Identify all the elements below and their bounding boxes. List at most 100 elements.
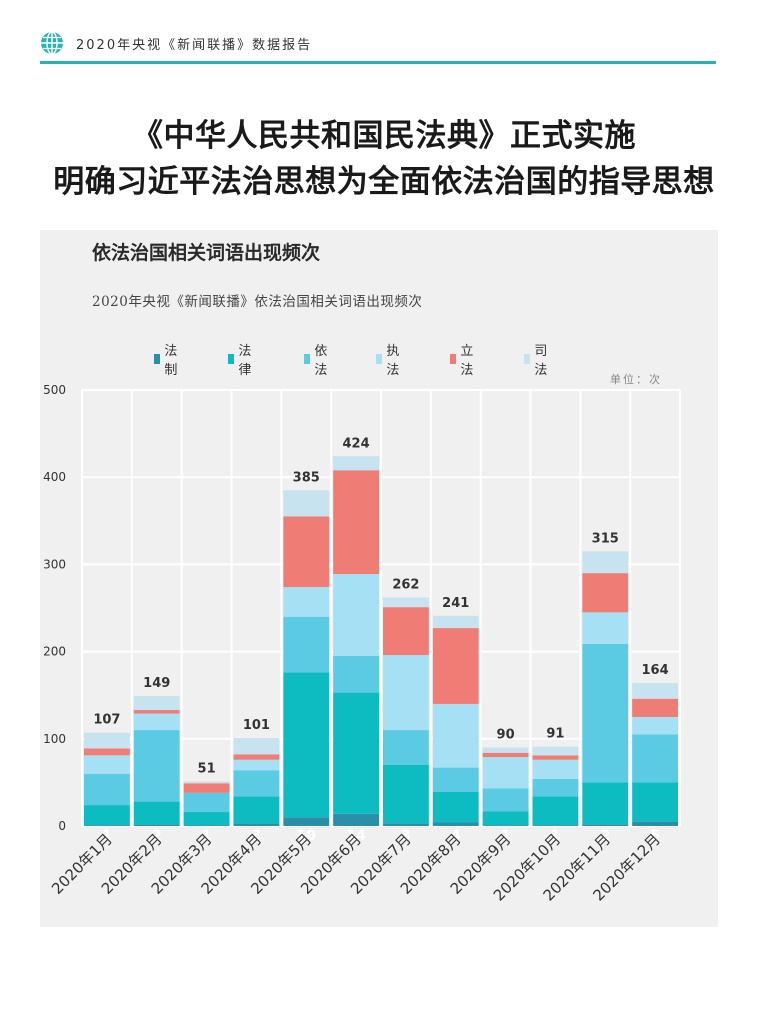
y-tick-label: 300 [43, 557, 66, 571]
bar-segment [582, 612, 629, 644]
bar-segment [632, 698, 678, 717]
report-header: 2020年央视《新闻联播》数据报告 [40, 30, 716, 64]
total-label: 164 [642, 663, 669, 678]
bar-segment [383, 764, 429, 824]
bar-segment [632, 734, 678, 783]
total-label: 385 [293, 470, 320, 485]
bar-segment [183, 783, 230, 793]
bar-segment [283, 587, 330, 617]
bar-segment [482, 752, 529, 758]
bar-bottom-label: 2 [152, 828, 162, 844]
bar-segment [233, 759, 280, 771]
legend-label: 依法 [314, 344, 328, 378]
bar-segment [133, 730, 180, 802]
bar-segment [632, 821, 678, 826]
bar-segment [383, 655, 429, 731]
bar-bottom-label: 3 [401, 828, 411, 844]
y-tick-label: 0 [58, 819, 66, 833]
bar-segment [432, 703, 479, 768]
bar-segment [482, 747, 529, 753]
chart-panel: 依法治国相关词语出现频次 2020年央视《新闻联播》依法治国相关词语出现频次 法… [40, 230, 718, 927]
total-label: 107 [93, 713, 120, 728]
bar-segment [283, 817, 330, 826]
bar-segment [183, 781, 230, 784]
bar-segment [532, 778, 579, 797]
bar-segment [283, 672, 330, 818]
bar-segment [133, 710, 180, 714]
bar-segment [482, 788, 529, 812]
bar-segment [233, 754, 280, 760]
bar-bottom-label: 4 [451, 828, 461, 844]
bar-segment [84, 755, 130, 774]
bar-segment [582, 782, 629, 825]
bar-segment [283, 516, 330, 588]
legend-swatch [154, 354, 161, 364]
bar-segment [333, 655, 379, 693]
total-label: 91 [546, 727, 564, 742]
bar-bottom-label: 1 [501, 828, 511, 844]
total-label: 424 [343, 436, 370, 451]
bar-segment [84, 732, 130, 749]
bar-segment [84, 773, 130, 806]
bar-segment [532, 825, 579, 826]
y-tick-label: 500 [43, 383, 66, 397]
bar-segment [333, 573, 379, 656]
bar-segment [532, 746, 579, 756]
globe-icon [41, 31, 63, 55]
bar-segment [84, 825, 130, 826]
bar-segment [233, 770, 280, 797]
bar-bottom-label: 5 [650, 828, 660, 844]
bar-segment [183, 812, 230, 826]
bar-segment [582, 643, 629, 783]
y-tick-label: 400 [43, 470, 66, 484]
legend-item: 依法 [304, 344, 331, 378]
bar-segment [632, 717, 678, 735]
bar-segment [383, 607, 429, 656]
total-label: 315 [592, 531, 619, 546]
bar-segment [482, 811, 529, 826]
bar-bottom-label: 1 [102, 828, 112, 844]
bar-bottom-label: 10 [297, 828, 317, 844]
bar-segment [333, 813, 379, 826]
bar-segment [432, 615, 479, 629]
bar-segment [383, 730, 429, 765]
total-label: 149 [143, 676, 170, 691]
bar-segment [84, 805, 130, 826]
legend-label: 立法 [460, 344, 474, 378]
bar-segment [432, 822, 479, 826]
bar-segment [632, 682, 678, 699]
bar-segment [283, 616, 330, 673]
bar-segment [532, 755, 579, 760]
bar-segment [482, 757, 529, 789]
bar-segment [582, 824, 629, 826]
bar-segment [133, 713, 180, 731]
legend-item: 执法 [376, 344, 403, 378]
bar-segment [233, 823, 280, 826]
bar-segment [133, 696, 180, 711]
bar-segment [233, 737, 280, 755]
legend-swatch [228, 354, 235, 364]
bar-segment [233, 796, 280, 824]
unit-label: 单位：次 [610, 373, 662, 386]
chart-subtitle: 2020年央视《新闻联播》依法治国相关词语出现频次 [92, 294, 423, 310]
legend-item: 立法 [450, 344, 477, 378]
legend-label: 法制 [164, 344, 178, 378]
bar-segment [333, 470, 379, 574]
bar-segment [532, 759, 579, 779]
total-label: 90 [497, 728, 515, 743]
bar-segment [383, 597, 429, 608]
bar-segment [183, 825, 230, 826]
total-label: 241 [442, 596, 469, 611]
legend-label: 法律 [238, 344, 252, 378]
legend-label: 执法 [386, 344, 400, 378]
legend-swatch [524, 354, 531, 364]
bar-segment [482, 825, 529, 826]
bar-segment [84, 748, 130, 756]
legend-swatch [376, 354, 383, 364]
stacked-bar-chart: 010020030040050010712020年1月14922020年2月51… [43, 383, 681, 905]
bar-segment [532, 796, 579, 826]
bar-segment [133, 824, 180, 826]
total-label: 51 [198, 762, 216, 777]
chart-title: 依法治国相关词语出现频次 [92, 242, 321, 264]
report-label: 2020年央视《新闻联播》数据报告 [76, 38, 313, 53]
